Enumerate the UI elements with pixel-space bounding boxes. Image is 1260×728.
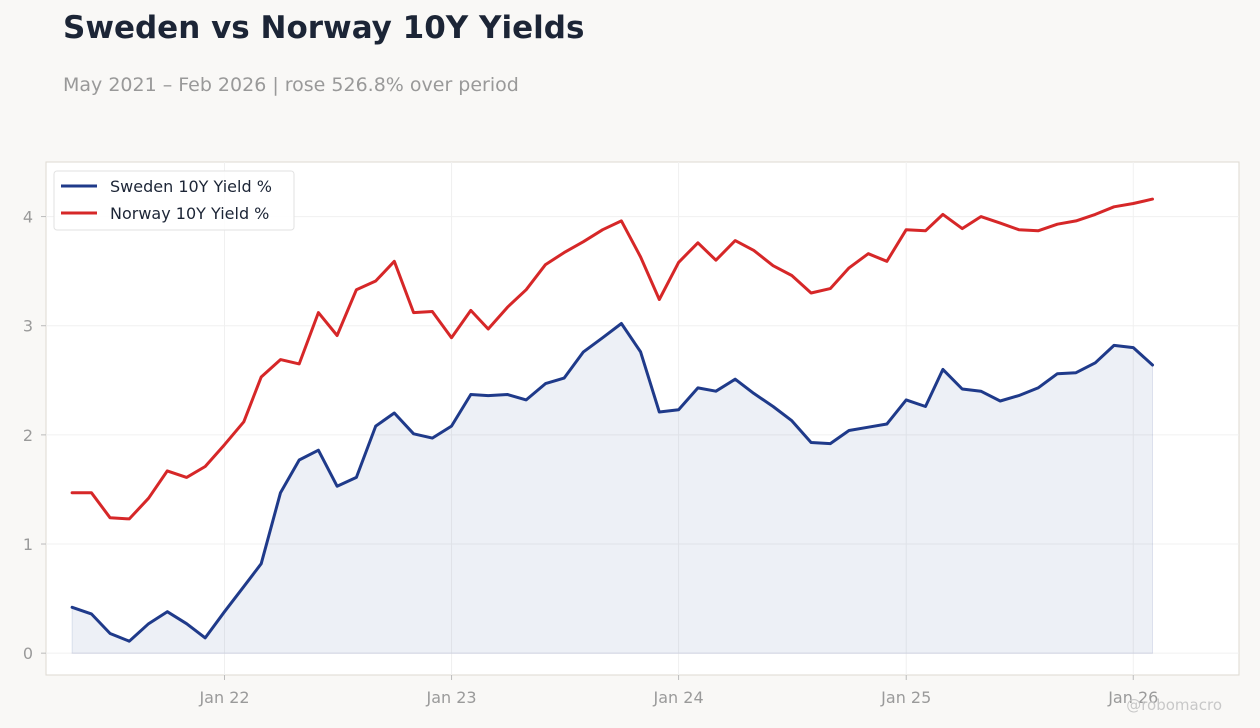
x-tick-label: Jan 25: [880, 688, 931, 707]
y-tick-label: 0: [23, 644, 33, 663]
chart-title: Sweden vs Norway 10Y Yields: [63, 10, 585, 46]
x-tick-label: Jan 26: [1107, 688, 1158, 707]
legend: Sweden 10Y Yield % Norway 10Y Yield %: [53, 170, 295, 231]
y-tick-label: 3: [23, 317, 33, 336]
y-axis-ticks: 0 1 2 3 4: [23, 208, 46, 663]
x-tick-label: Jan 22: [198, 688, 249, 707]
x-axis-ticks: Jan 22 Jan 23 Jan 24 Jan 25 Jan 26: [198, 675, 1158, 707]
legend-label-1: Norway 10Y Yield %: [110, 204, 269, 223]
gridlines: [46, 162, 1239, 675]
x-tick-label: Jan 23: [425, 688, 476, 707]
chart-subtitle: May 2021 – Feb 2026 | rose 526.8% over p…: [63, 74, 519, 96]
legend-label-0: Sweden 10Y Yield %: [110, 177, 272, 196]
y-tick-label: 4: [23, 208, 33, 227]
x-tick-label: Jan 24: [653, 688, 704, 707]
series-lines: [70, 197, 1154, 643]
y-tick-label: 2: [23, 426, 33, 445]
series-line-1: [70, 197, 1154, 521]
watermark-text: @robomacro: [1126, 696, 1222, 714]
legend-box: [53, 170, 295, 231]
y-tick-label: 1: [23, 535, 33, 554]
series-line-0: [70, 322, 1154, 643]
